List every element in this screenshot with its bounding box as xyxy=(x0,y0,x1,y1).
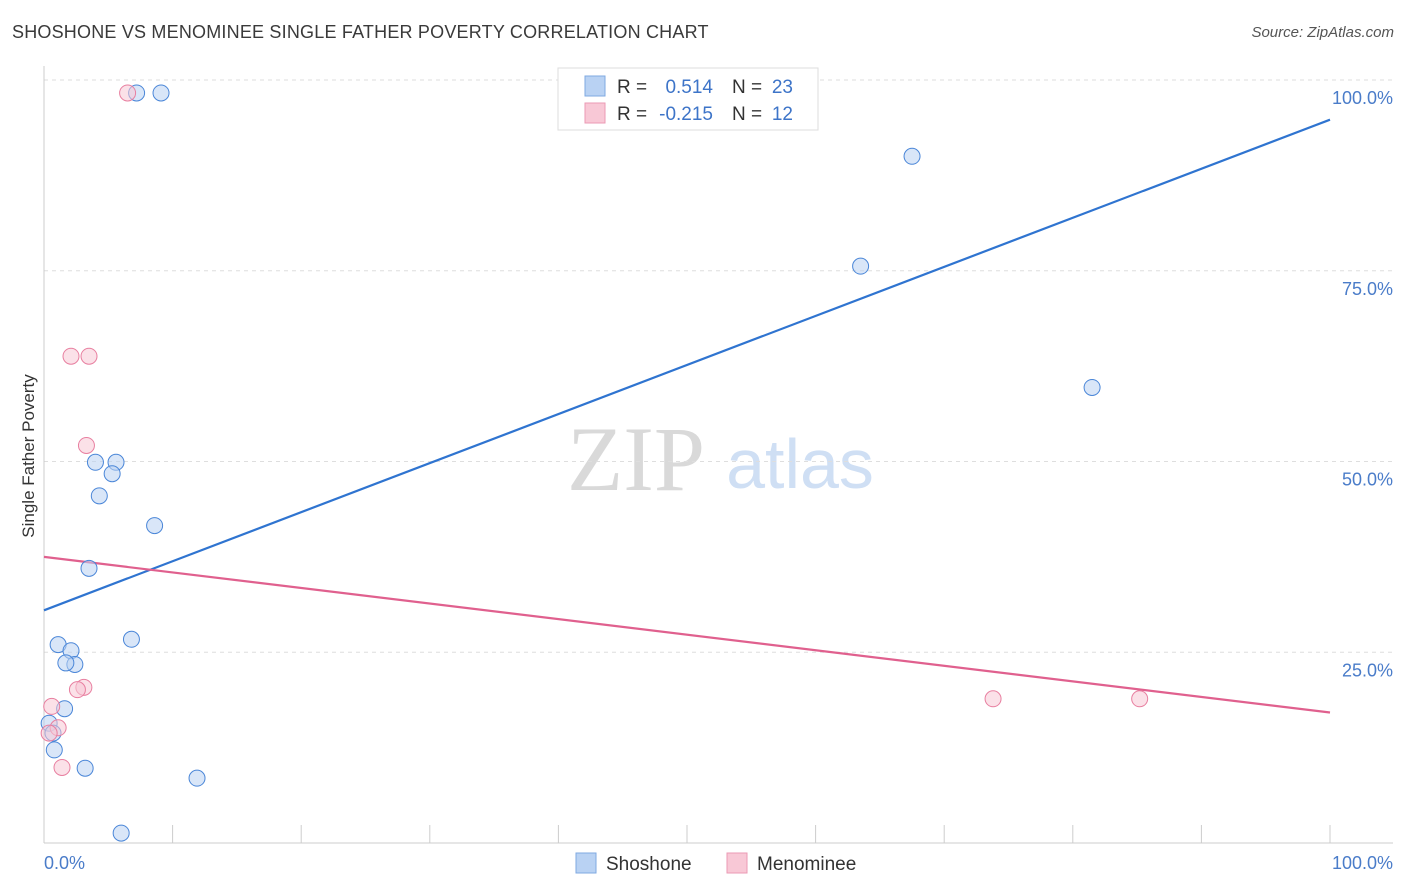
legend-r-value-1: 0.514 xyxy=(665,77,713,98)
shoshone-point-20 xyxy=(76,759,94,777)
shoshone-point-2 xyxy=(903,147,921,165)
y-tick-label-1: 50.0% xyxy=(1342,470,1393,490)
legend-menominee-swatch xyxy=(584,102,606,124)
shoshone-point-9 xyxy=(146,517,164,535)
legend-n-label-1: N = xyxy=(732,77,762,98)
shoshone-point-4 xyxy=(1083,378,1101,396)
shoshone-point-3 xyxy=(852,257,870,275)
watermark: ZIP atlas xyxy=(567,408,874,510)
menominee-point-0 xyxy=(119,84,137,102)
shoshone-point-15 xyxy=(57,654,75,672)
data-points xyxy=(40,84,1149,842)
chart-title: SHOSHONE VS MENOMINEE SINGLE FATHER POVE… xyxy=(12,22,709,42)
legend-bottom-shoshone-swatch xyxy=(575,852,597,874)
legend-r-value-2: -0.215 xyxy=(659,104,713,125)
legend-top: R = 0.514 N = 23 R = -0.215 N = 12 xyxy=(557,67,819,131)
legend-bottom-menominee-label: Menominee xyxy=(757,854,856,875)
watermark-atlas: atlas xyxy=(726,425,874,503)
shoshone-point-10 xyxy=(80,559,98,577)
menominee-trend-line xyxy=(43,555,1331,714)
y-tick-labels: 25.0% 50.0% 75.0% 100.0% xyxy=(1332,88,1393,680)
menominee-point-7 xyxy=(1131,690,1149,708)
legend-n-value-1: 23 xyxy=(772,77,793,98)
shoshone-point-7 xyxy=(103,465,121,483)
y-tick-label-0: 25.0% xyxy=(1342,660,1393,680)
menominee-point-1 xyxy=(62,347,80,365)
menominee-point-8 xyxy=(43,697,61,715)
legend-r-label-2: R = xyxy=(617,104,647,125)
menominee-point-5 xyxy=(68,681,86,699)
shoshone-trend-line xyxy=(43,118,1331,612)
shoshone-point-22 xyxy=(112,824,130,842)
x-tick-label-0: 0.0% xyxy=(44,853,85,873)
shoshone-point-19 xyxy=(45,741,63,759)
y-tick-label-3: 100.0% xyxy=(1332,88,1393,108)
menominee-point-2 xyxy=(80,347,98,365)
menominee-point-11 xyxy=(53,758,71,776)
watermark-zip: ZIP xyxy=(567,408,705,510)
menominee-point-6 xyxy=(984,690,1002,708)
legend-bottom-shoshone-label: Shoshone xyxy=(606,854,692,875)
trend-lines xyxy=(43,118,1331,714)
legend-bottom-menominee-swatch xyxy=(726,852,748,874)
source-label: Source: ZipAtlas.com xyxy=(1251,24,1394,41)
shoshone-point-8 xyxy=(90,487,108,505)
legend-bottom: Shoshone Menominee xyxy=(575,852,856,875)
shoshone-point-21 xyxy=(188,769,206,787)
shoshone-point-11 xyxy=(122,630,140,648)
menominee-point-10 xyxy=(40,724,58,742)
gridlines xyxy=(44,79,1393,653)
x-tick-label-1: 100.0% xyxy=(1332,853,1393,873)
x-tick-labels: 0.0% 100.0% xyxy=(44,853,1393,873)
legend-r-label-1: R = xyxy=(617,77,647,98)
legend-n-label-2: N = xyxy=(732,104,762,125)
shoshone-point-1 xyxy=(152,84,170,102)
menominee-point-3 xyxy=(77,436,95,454)
shoshone-point-5 xyxy=(86,453,104,471)
y-tick-label-2: 75.0% xyxy=(1342,279,1393,299)
y-axis-label: Single Father Poverty xyxy=(19,374,38,538)
legend-shoshone-swatch xyxy=(584,75,606,97)
axes xyxy=(43,66,1393,844)
legend-n-value-2: 12 xyxy=(772,104,793,125)
